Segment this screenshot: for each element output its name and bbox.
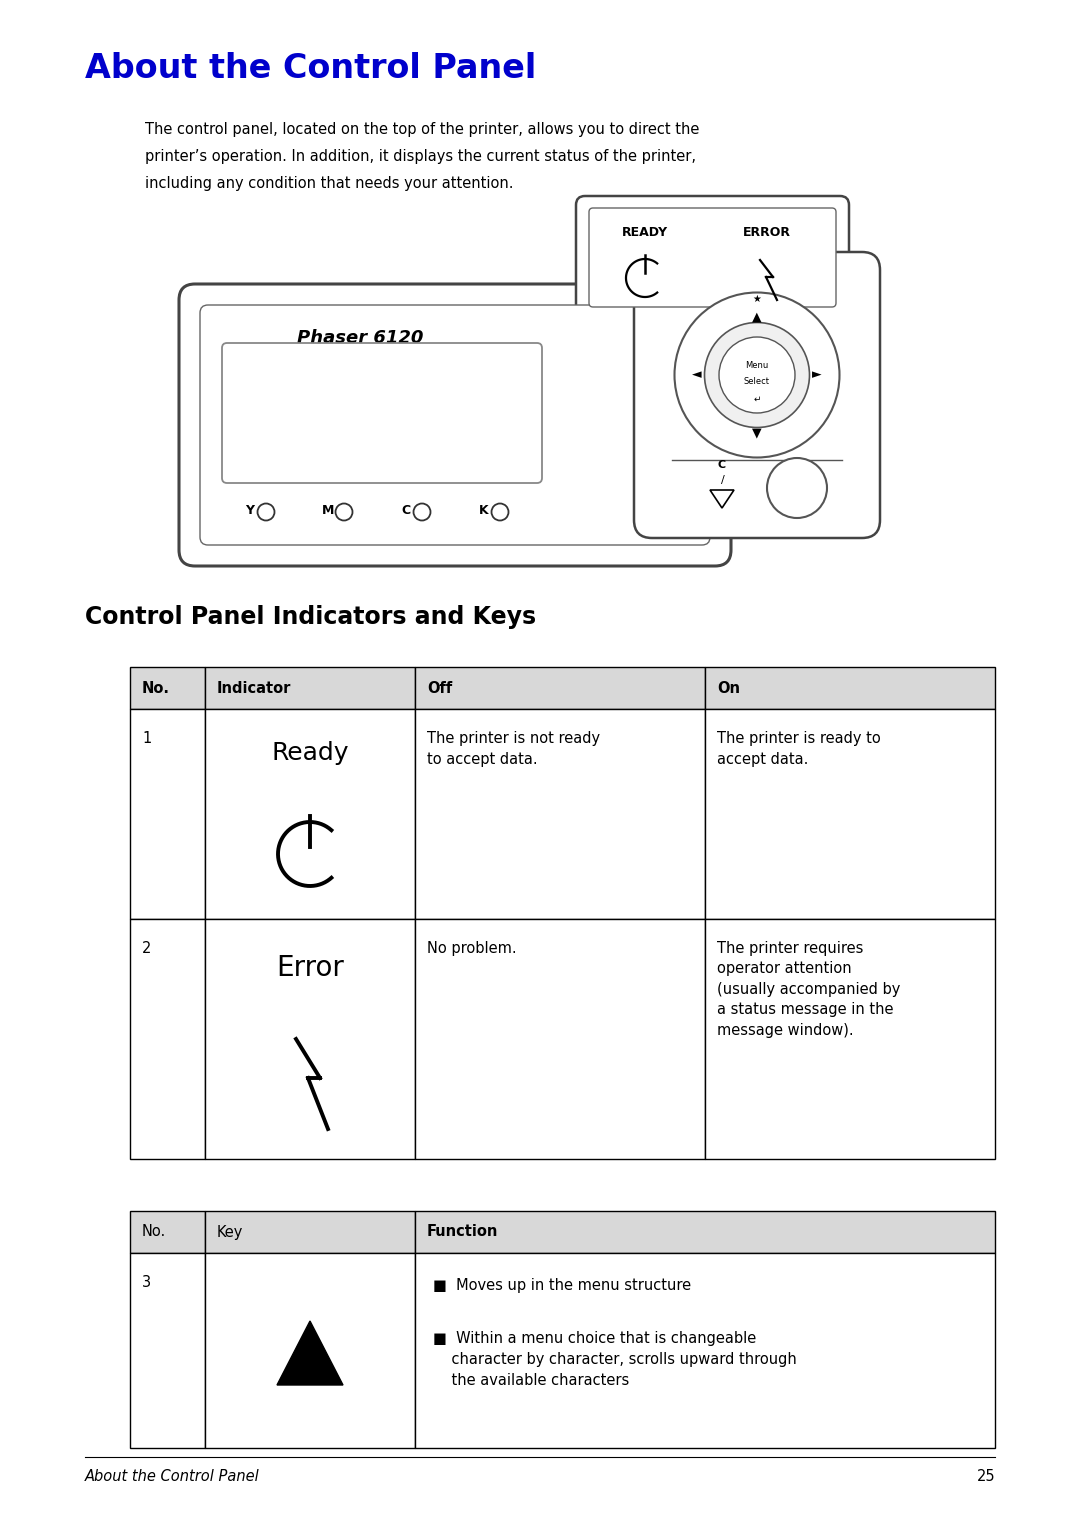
Text: Off: Off bbox=[427, 680, 453, 696]
Text: The control panel, located on the top of the printer, allows you to direct the: The control panel, located on the top of… bbox=[145, 122, 700, 138]
Bar bbox=[205, 1252, 415, 1448]
Text: 3: 3 bbox=[141, 1275, 151, 1290]
Bar bbox=[415, 919, 705, 1159]
Bar bbox=[205, 709, 415, 919]
Text: ►: ► bbox=[812, 368, 822, 382]
Text: Y: Y bbox=[245, 503, 255, 517]
Text: No.: No. bbox=[141, 680, 170, 696]
Circle shape bbox=[767, 459, 827, 518]
Text: Menu: Menu bbox=[745, 361, 769, 370]
Text: No problem.: No problem. bbox=[427, 940, 516, 956]
Text: printer’s operation. In addition, it displays the current status of the printer,: printer’s operation. In addition, it dis… bbox=[145, 148, 696, 164]
Text: ■  Within a menu choice that is changeable
    character by character, scrolls u: ■ Within a menu choice that is changeabl… bbox=[433, 1332, 797, 1388]
Text: Function: Function bbox=[427, 1225, 498, 1240]
FancyBboxPatch shape bbox=[634, 252, 880, 538]
Text: ◄: ◄ bbox=[692, 368, 702, 382]
Bar bbox=[415, 709, 705, 919]
Text: About the Control Panel: About the Control Panel bbox=[85, 52, 537, 86]
Text: Ready: Ready bbox=[271, 742, 349, 764]
Text: The printer is ready to
accept data.: The printer is ready to accept data. bbox=[717, 731, 881, 768]
Text: ★: ★ bbox=[753, 294, 761, 304]
Polygon shape bbox=[276, 1321, 343, 1385]
FancyBboxPatch shape bbox=[576, 196, 849, 320]
Text: Key: Key bbox=[217, 1225, 243, 1240]
Text: including any condition that needs your attention.: including any condition that needs your … bbox=[145, 176, 513, 191]
FancyBboxPatch shape bbox=[677, 335, 748, 463]
Text: The printer is not ready
to accept data.: The printer is not ready to accept data. bbox=[427, 731, 600, 768]
Bar bbox=[415, 1252, 995, 1448]
Bar bbox=[415, 667, 705, 709]
Text: ▲: ▲ bbox=[752, 310, 761, 324]
Text: ERROR: ERROR bbox=[743, 225, 791, 239]
Text: On: On bbox=[717, 680, 740, 696]
Text: About the Control Panel: About the Control Panel bbox=[85, 1469, 260, 1485]
Text: C: C bbox=[402, 503, 410, 517]
Bar bbox=[205, 1211, 415, 1252]
Text: 25: 25 bbox=[976, 1469, 995, 1485]
Bar bbox=[130, 709, 205, 919]
FancyBboxPatch shape bbox=[589, 208, 836, 307]
Text: ■  Moves up in the menu structure: ■ Moves up in the menu structure bbox=[433, 1278, 691, 1294]
FancyBboxPatch shape bbox=[200, 304, 710, 544]
Text: 1: 1 bbox=[141, 731, 151, 746]
Text: Error: Error bbox=[276, 954, 343, 982]
Text: Phaser 6120: Phaser 6120 bbox=[297, 329, 423, 347]
Text: ▼: ▼ bbox=[752, 427, 761, 439]
Bar bbox=[205, 667, 415, 709]
Bar bbox=[130, 1211, 205, 1252]
FancyBboxPatch shape bbox=[222, 342, 542, 483]
Text: M: M bbox=[322, 503, 334, 517]
Text: The printer requires
operator attention
(usually accompanied by
a status message: The printer requires operator attention … bbox=[717, 940, 901, 1038]
Ellipse shape bbox=[675, 292, 839, 457]
Bar bbox=[205, 919, 415, 1159]
Bar bbox=[705, 919, 995, 1159]
Text: C: C bbox=[718, 460, 726, 469]
Text: Indicator: Indicator bbox=[217, 680, 292, 696]
Text: K: K bbox=[480, 503, 489, 517]
Ellipse shape bbox=[704, 323, 810, 428]
Bar bbox=[130, 1252, 205, 1448]
Text: ↵: ↵ bbox=[753, 394, 760, 404]
Text: 2: 2 bbox=[141, 940, 151, 956]
Bar bbox=[705, 667, 995, 709]
Text: Control Panel Indicators and Keys: Control Panel Indicators and Keys bbox=[85, 605, 536, 628]
Bar bbox=[130, 919, 205, 1159]
Bar bbox=[415, 1211, 995, 1252]
Text: /: / bbox=[721, 476, 725, 485]
Text: READY: READY bbox=[622, 225, 669, 239]
Bar bbox=[705, 709, 995, 919]
FancyBboxPatch shape bbox=[179, 284, 731, 566]
Text: Select: Select bbox=[744, 378, 770, 387]
Bar bbox=[130, 667, 205, 709]
Text: No.: No. bbox=[141, 1225, 166, 1240]
Circle shape bbox=[719, 336, 795, 413]
